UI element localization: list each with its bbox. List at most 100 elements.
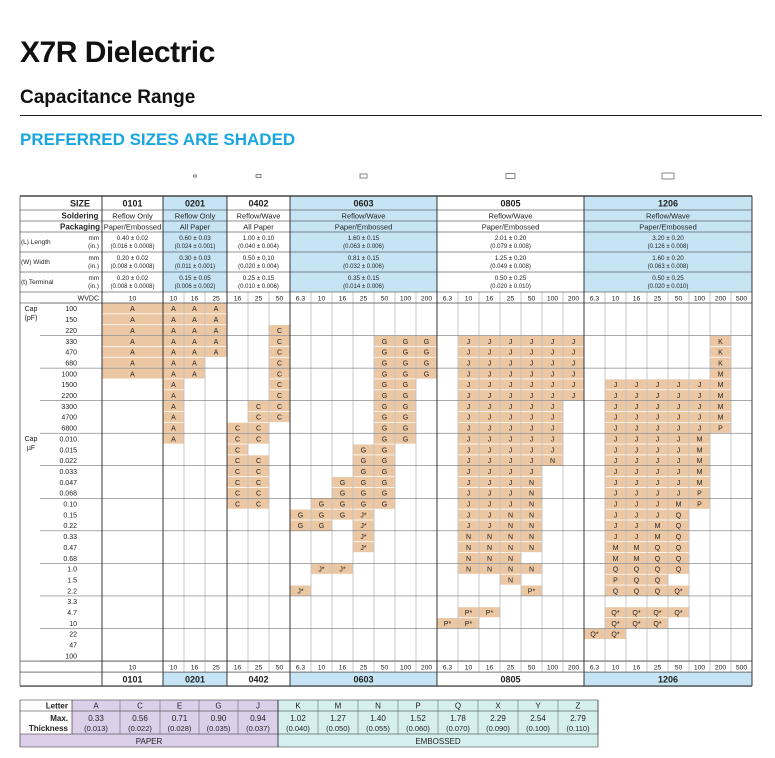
case-code-letter: J: [530, 371, 534, 378]
case-code-cell: [227, 422, 248, 433]
case-code-cell: [521, 357, 542, 368]
case-code-letter: J: [677, 404, 681, 411]
case-code-cell: [521, 390, 542, 401]
size-name: 1206: [658, 675, 678, 685]
case-code-cell: [374, 346, 395, 357]
case-code-cell: [184, 346, 205, 357]
case-code-letter: P: [613, 577, 618, 584]
case-code-cell: [668, 379, 689, 390]
cap-value: 150: [65, 317, 77, 324]
case-code-cell: [689, 433, 710, 444]
wvdc-value: 200: [715, 665, 727, 672]
case-code-cell: [163, 401, 184, 412]
case-code-letter: M: [697, 447, 703, 454]
case-code-cell: [521, 466, 542, 477]
case-code-letter: G: [340, 502, 345, 509]
case-code-letter: A: [192, 328, 197, 335]
case-code-letter: J: [467, 447, 471, 454]
case-code-cell: [353, 498, 374, 509]
wvdc-value: 200: [568, 665, 580, 672]
case-code-cell: [689, 379, 710, 390]
case-code-cell: [626, 379, 647, 390]
case-code-cell: [668, 422, 689, 433]
case-code-letter: G: [361, 491, 366, 498]
cap-value: 0.15: [63, 512, 77, 519]
case-code-letter: J: [467, 458, 471, 465]
case-code-letter: K: [718, 360, 723, 367]
size-label: SIZE: [70, 199, 90, 209]
legend-label-bg: [20, 700, 72, 734]
case-code-letter: J: [467, 523, 471, 530]
case-code-letter: J: [614, 436, 618, 443]
case-code-cell: [647, 531, 668, 542]
cap-value: 47: [69, 643, 77, 650]
case-code-letter: G: [382, 415, 387, 422]
case-code-letter: N: [508, 523, 513, 530]
case-code-cell: [374, 335, 395, 346]
thickness-mm: 1.02: [290, 714, 306, 723]
wvdc-value: 100: [694, 296, 706, 303]
case-code-letter: J: [488, 426, 492, 433]
case-code-cell: [479, 422, 500, 433]
case-code-cell: [626, 498, 647, 509]
case-code-letter: M: [697, 436, 703, 443]
case-code-cell: [626, 466, 647, 477]
case-code-cell: [689, 422, 710, 433]
case-code-letter: J: [656, 393, 660, 400]
case-code-cell: [626, 455, 647, 466]
wvdc-value: 6.3: [296, 296, 306, 303]
case-code-cell: [163, 411, 184, 422]
case-code-cell: [647, 574, 668, 585]
case-code-letter: Q*: [590, 632, 598, 639]
cap-pf-unit: (pF): [25, 315, 38, 322]
case-code-cell: [332, 487, 353, 498]
case-code-letter: N: [529, 534, 534, 541]
case-code-letter: J: [698, 415, 702, 422]
case-code-cell: [290, 520, 311, 531]
case-code-letter: Q: [676, 567, 682, 574]
case-code-letter: G: [340, 491, 345, 498]
case-code-letter: C: [235, 447, 240, 454]
case-code-cell: [269, 379, 290, 390]
case-code-cell: [290, 509, 311, 520]
case-code-letter: N: [466, 545, 471, 552]
case-code-letter: P: [718, 426, 723, 433]
case-code-cell: [479, 477, 500, 488]
length-in: (0.040 ± 0.004): [238, 244, 279, 250]
cap-uf-unit: µF: [27, 445, 35, 452]
case-code-cell: [395, 411, 416, 422]
case-code-cell: [248, 487, 269, 498]
case-code-cell: [500, 542, 521, 553]
case-code-letter: G: [319, 502, 324, 509]
case-code-letter: J: [509, 436, 513, 443]
case-code-cell: [689, 411, 710, 422]
case-code-cell: [626, 574, 647, 585]
case-code-letter: C: [277, 371, 282, 378]
wvdc-value: 16: [633, 296, 641, 303]
case-code-letter: J: [635, 426, 639, 433]
case-code-letter: J: [467, 426, 471, 433]
case-code-letter: N: [550, 458, 555, 465]
case-code-cell: [626, 563, 647, 574]
case-code-cell: [458, 379, 479, 390]
case-code-cell: [605, 607, 626, 618]
case-code-letter: J: [509, 339, 513, 346]
case-code-cell: [479, 563, 500, 574]
case-code-letter: N: [508, 512, 513, 519]
packaging-value: Paper/Embossed: [104, 223, 162, 232]
case-code-cell: [689, 390, 710, 401]
case-code-cell: [521, 531, 542, 542]
terminal-in: (0.006 ± 0.002): [175, 284, 216, 290]
case-code-letter: J: [467, 469, 471, 476]
case-code-cell: [542, 433, 563, 444]
case-code-letter: Q*: [653, 621, 661, 628]
case-code-cell: [542, 401, 563, 412]
case-code-cell: [668, 487, 689, 498]
case-code-letter: P*: [465, 610, 473, 617]
case-code-letter: A: [171, 415, 176, 422]
case-code-cell: [353, 444, 374, 455]
case-code-cell: [163, 335, 184, 346]
case-code-cell: [647, 552, 668, 563]
case-code-cell: [668, 509, 689, 520]
case-code-cell: [689, 444, 710, 455]
